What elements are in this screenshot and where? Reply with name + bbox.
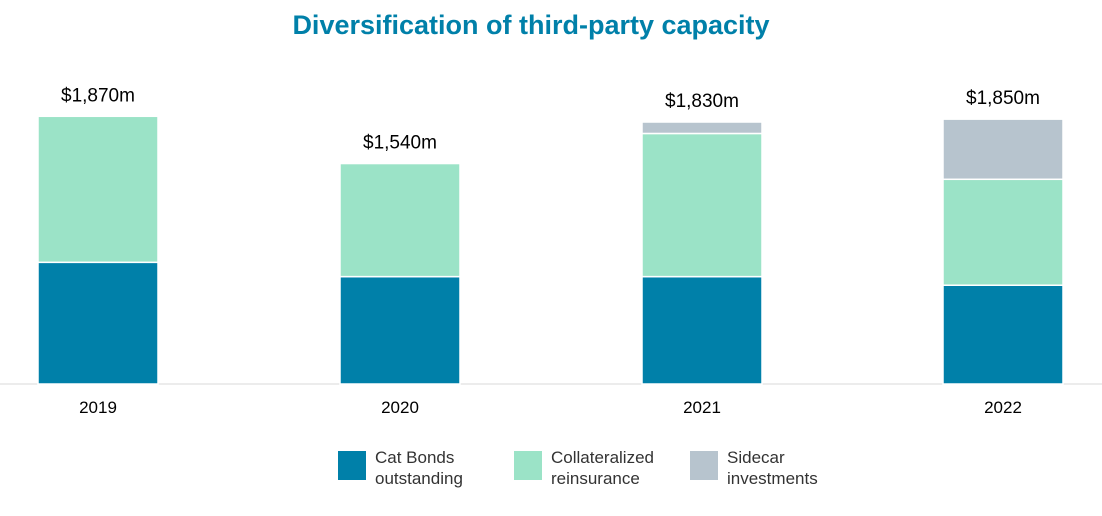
labels-layer: $1,870m 2019 $1,540m 2020 $1,830m 2021 $1,850m…	[61, 85, 1040, 417]
x-tick-label-2019: 2019	[79, 398, 117, 417]
legend-swatch-1	[338, 451, 366, 480]
chart-title: Diversification of third-party capacity	[292, 10, 769, 40]
bars-layer	[37, 115, 1064, 385]
legend-label-3-line-2: investments	[727, 469, 818, 488]
bar-2020-series-1	[339, 275, 461, 385]
bar-2021-series-3	[641, 121, 763, 135]
legend: Cat Bonds outstanding Collateralized reinsu…	[338, 448, 818, 488]
bar-2022-series-2	[942, 178, 1064, 286]
legend-label-3-line-1: Sidecar	[727, 448, 785, 467]
total-label-2020: $1,540m	[363, 133, 437, 154]
bar-2022-series-1	[942, 284, 1064, 385]
legend-label-1-line-1: Cat Bonds	[375, 448, 454, 467]
bar-2019-series-2	[37, 115, 159, 264]
total-label-2021: $1,830m	[665, 91, 739, 112]
legend-swatch-2	[514, 451, 542, 480]
bar-2022-series-3	[942, 118, 1064, 181]
bar-2020-series-2	[339, 162, 461, 278]
legend-label-1-line-2: outstanding	[375, 469, 463, 488]
total-label-2019: $1,870m	[61, 85, 135, 106]
legend-swatch-3	[690, 451, 718, 480]
legend-label-2-line-2: reinsurance	[551, 469, 640, 488]
x-tick-label-2020: 2020	[381, 398, 419, 417]
bar-2021-series-2	[641, 132, 763, 278]
bar-2019-series-1	[37, 261, 159, 385]
x-tick-label-2022: 2022	[984, 398, 1022, 417]
x-tick-label-2021: 2021	[683, 398, 721, 417]
bar-2021-series-1	[641, 275, 763, 385]
total-label-2022: $1,850m	[966, 88, 1040, 109]
legend-label-2-line-1: Collateralized	[551, 448, 654, 467]
